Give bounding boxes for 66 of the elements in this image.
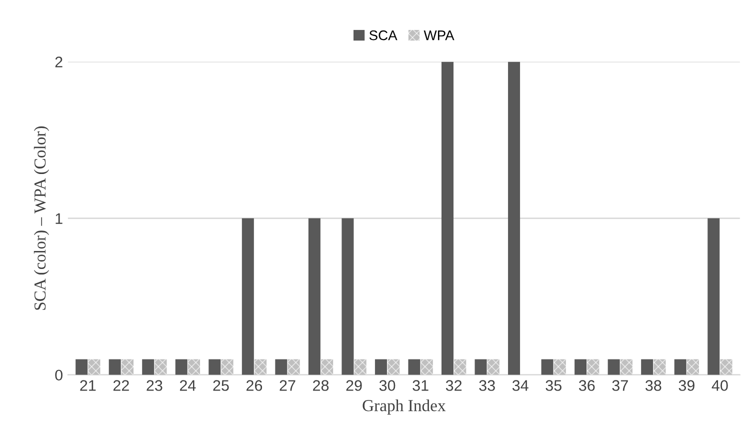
y-tick-label: 2 xyxy=(55,56,62,68)
legend-label: SCA xyxy=(369,30,398,40)
bar xyxy=(221,359,234,375)
bar xyxy=(342,218,354,375)
x-tick-label: 39 xyxy=(678,380,694,391)
bar xyxy=(608,359,620,375)
bar xyxy=(108,359,121,375)
bar xyxy=(487,359,500,375)
x-tick-label: 37 xyxy=(612,380,628,391)
bar xyxy=(374,359,387,375)
x-tick-label: 23 xyxy=(146,380,162,391)
bar xyxy=(242,218,254,375)
bar xyxy=(574,359,587,375)
bar xyxy=(541,359,554,375)
bar xyxy=(454,359,466,375)
x-tick-label: 27 xyxy=(280,380,296,391)
bar xyxy=(254,359,267,375)
x-tick-label: 22 xyxy=(113,380,129,391)
bar xyxy=(388,359,400,375)
x-tick-label: 25 xyxy=(213,380,229,391)
x-tick-label: 28 xyxy=(313,380,329,391)
bar xyxy=(88,359,100,375)
y-axis-title: SCA (color) – WPA (Color) xyxy=(34,126,50,310)
bar xyxy=(208,359,221,375)
bar xyxy=(442,62,454,375)
bar xyxy=(154,359,167,375)
bar xyxy=(420,359,433,375)
x-tick-label: 24 xyxy=(180,380,196,391)
y-tick-label: 0 xyxy=(55,370,62,381)
bar xyxy=(641,359,654,375)
bar xyxy=(275,359,288,375)
bar xyxy=(654,359,666,375)
x-tick-label: 33 xyxy=(479,380,495,391)
bar xyxy=(686,359,699,375)
bar xyxy=(188,359,200,375)
bar xyxy=(288,359,300,375)
x-tick-label: 21 xyxy=(80,380,96,391)
x-tick-label: 30 xyxy=(379,380,396,391)
bar xyxy=(142,359,154,375)
bar xyxy=(354,359,366,375)
bar xyxy=(321,359,334,375)
bar xyxy=(720,359,732,375)
bar xyxy=(121,359,134,375)
bar xyxy=(674,359,686,375)
bar xyxy=(587,359,600,375)
bar xyxy=(620,359,632,375)
x-tick-label: 35 xyxy=(546,380,562,391)
x-tick-label: 31 xyxy=(412,380,428,391)
x-axis-title: Graph Index xyxy=(362,400,446,415)
bar xyxy=(408,359,420,375)
bar xyxy=(508,62,520,375)
bar xyxy=(474,359,487,375)
x-tick-label: 32 xyxy=(446,380,462,391)
bar xyxy=(554,359,566,375)
x-tick-label: 29 xyxy=(346,380,362,391)
bar xyxy=(708,218,720,375)
y-tick-label: 1 xyxy=(56,213,62,224)
bar xyxy=(308,218,320,375)
x-tick-label: 36 xyxy=(578,380,595,391)
x-tick-label: 26 xyxy=(246,380,262,391)
x-tick-label: 40 xyxy=(712,380,728,391)
x-tick-label: 38 xyxy=(646,380,662,391)
bar xyxy=(76,359,88,375)
bar xyxy=(175,359,188,375)
legend-label: WPA xyxy=(424,30,454,40)
x-tick-label: 34 xyxy=(512,380,528,391)
